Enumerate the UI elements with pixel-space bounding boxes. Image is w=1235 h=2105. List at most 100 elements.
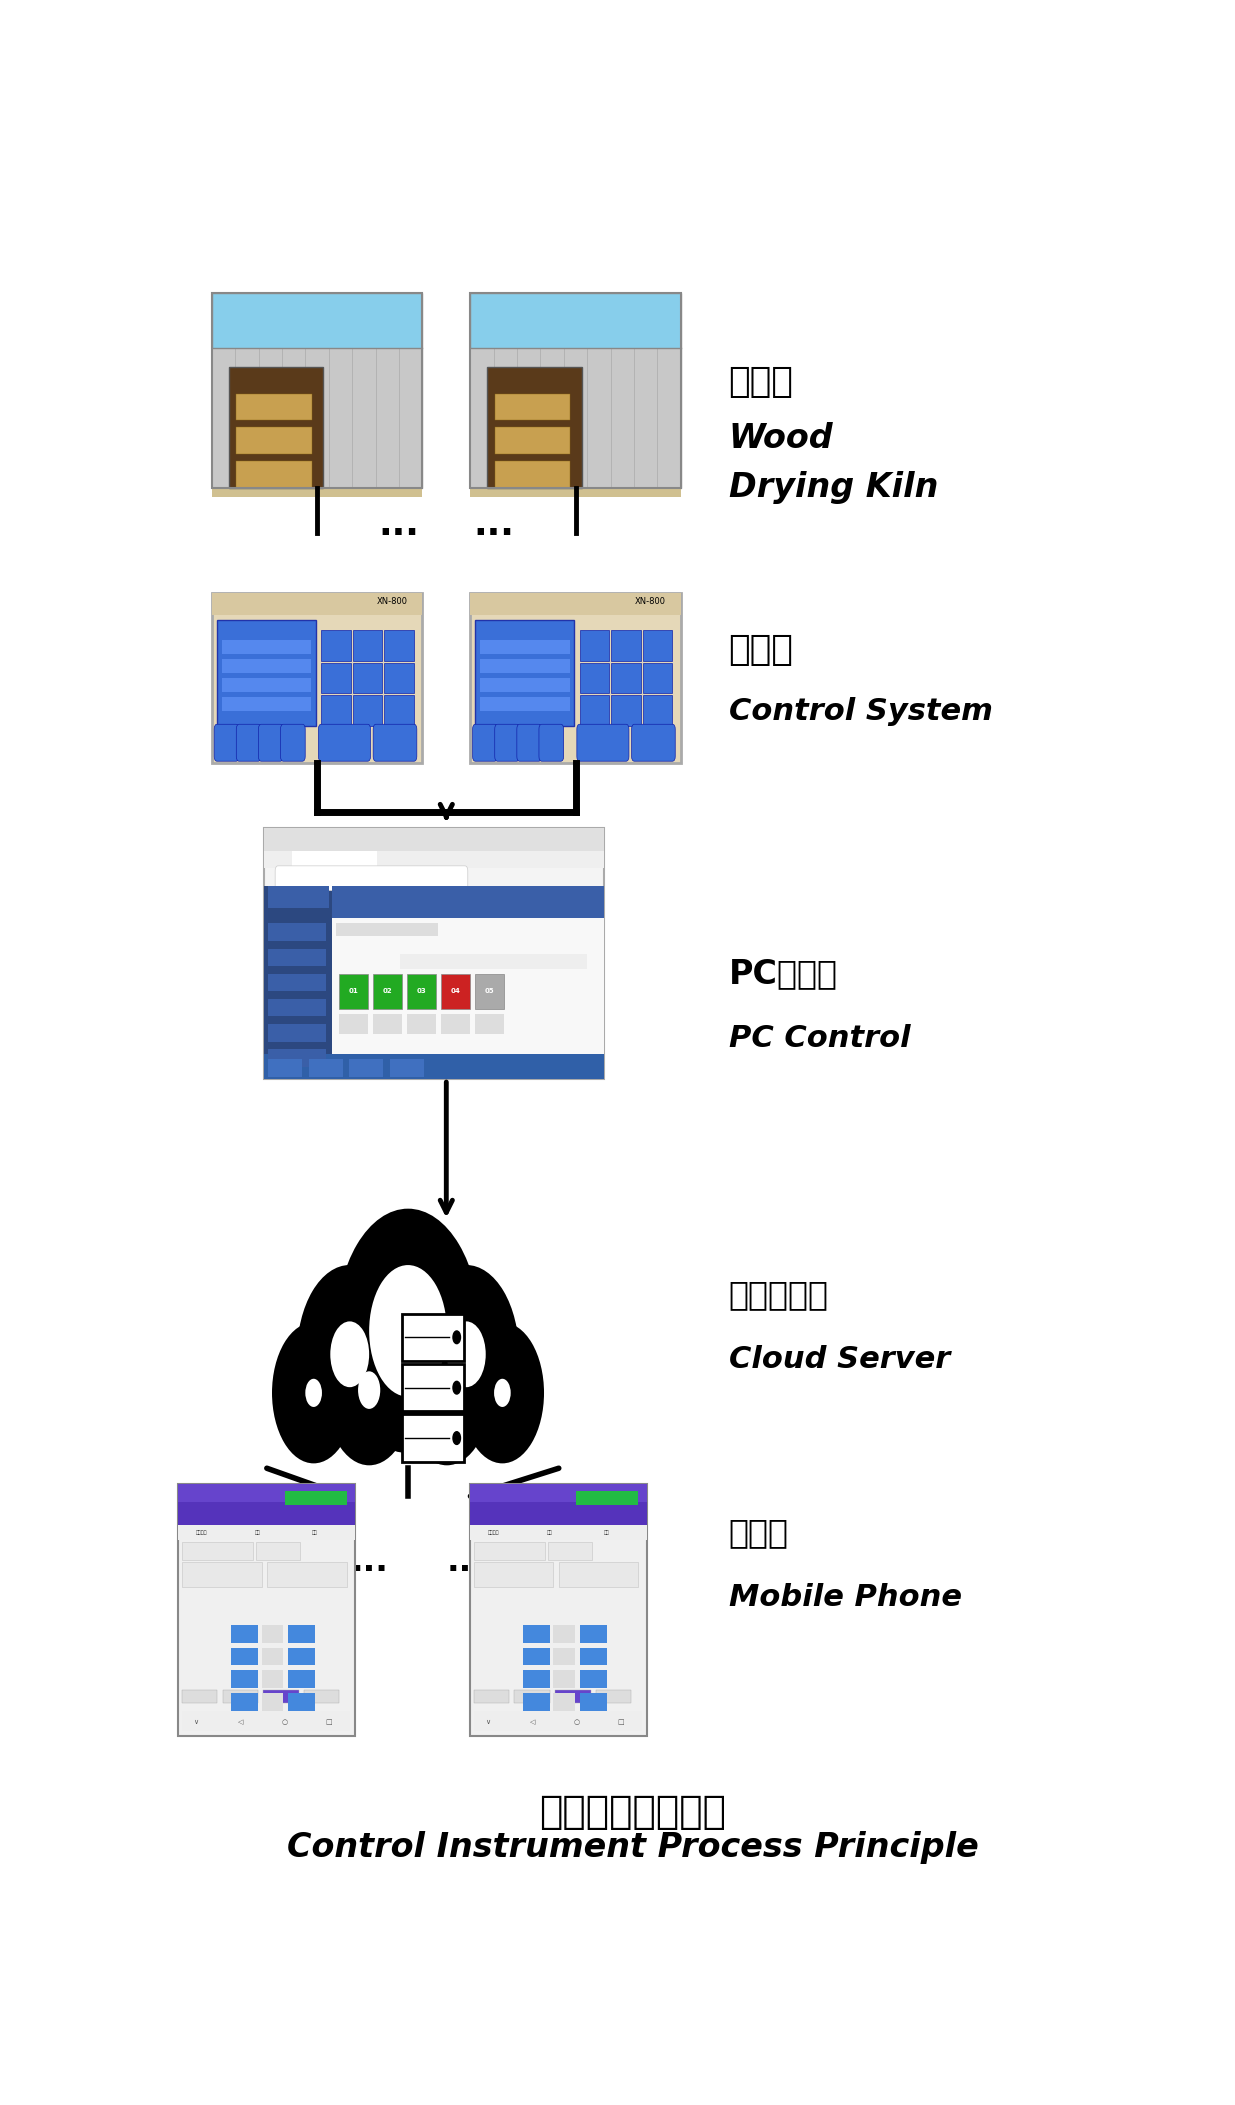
FancyBboxPatch shape xyxy=(471,594,680,764)
FancyBboxPatch shape xyxy=(480,640,569,655)
FancyBboxPatch shape xyxy=(236,724,261,762)
FancyBboxPatch shape xyxy=(264,850,604,867)
Circle shape xyxy=(336,1208,480,1452)
FancyBboxPatch shape xyxy=(178,1484,356,1503)
FancyBboxPatch shape xyxy=(182,1562,262,1587)
Circle shape xyxy=(453,1431,461,1444)
FancyBboxPatch shape xyxy=(268,924,326,941)
FancyBboxPatch shape xyxy=(643,663,672,693)
Circle shape xyxy=(494,1379,511,1406)
FancyBboxPatch shape xyxy=(471,488,680,497)
Circle shape xyxy=(296,1265,403,1444)
Circle shape xyxy=(305,1379,322,1406)
FancyBboxPatch shape xyxy=(353,695,383,726)
Circle shape xyxy=(358,1370,380,1408)
Text: 设备工况: 设备工况 xyxy=(195,1530,207,1535)
FancyBboxPatch shape xyxy=(553,1692,574,1711)
FancyBboxPatch shape xyxy=(262,1692,283,1711)
FancyBboxPatch shape xyxy=(580,1692,606,1711)
Text: ○: ○ xyxy=(282,1720,288,1724)
Text: □: □ xyxy=(618,1720,624,1724)
FancyBboxPatch shape xyxy=(408,1015,436,1034)
FancyBboxPatch shape xyxy=(643,629,672,661)
Text: 手机端: 手机端 xyxy=(729,1516,789,1549)
FancyBboxPatch shape xyxy=(288,1625,315,1642)
FancyBboxPatch shape xyxy=(212,293,422,488)
FancyBboxPatch shape xyxy=(474,1690,509,1703)
Circle shape xyxy=(414,1265,519,1444)
FancyBboxPatch shape xyxy=(319,724,370,762)
FancyBboxPatch shape xyxy=(480,697,569,711)
FancyBboxPatch shape xyxy=(262,1671,283,1688)
FancyBboxPatch shape xyxy=(401,1314,464,1362)
FancyBboxPatch shape xyxy=(384,629,414,661)
Text: Wood: Wood xyxy=(729,423,834,455)
Text: 历史: 历史 xyxy=(311,1530,317,1535)
FancyBboxPatch shape xyxy=(471,594,680,615)
FancyBboxPatch shape xyxy=(579,629,609,661)
FancyBboxPatch shape xyxy=(228,366,324,488)
FancyBboxPatch shape xyxy=(182,1543,253,1560)
FancyBboxPatch shape xyxy=(222,678,311,693)
Circle shape xyxy=(403,1316,492,1465)
Text: Cloud Server: Cloud Server xyxy=(729,1345,950,1375)
FancyBboxPatch shape xyxy=(471,347,680,488)
FancyBboxPatch shape xyxy=(178,1503,356,1524)
FancyBboxPatch shape xyxy=(262,1625,283,1642)
FancyBboxPatch shape xyxy=(350,1059,383,1078)
FancyBboxPatch shape xyxy=(553,1625,574,1642)
FancyBboxPatch shape xyxy=(474,1562,553,1587)
FancyBboxPatch shape xyxy=(580,1648,606,1665)
FancyBboxPatch shape xyxy=(268,949,326,966)
FancyBboxPatch shape xyxy=(268,1059,301,1078)
FancyBboxPatch shape xyxy=(611,629,641,661)
FancyBboxPatch shape xyxy=(212,594,422,615)
Text: ◁: ◁ xyxy=(530,1720,535,1724)
FancyBboxPatch shape xyxy=(577,1490,638,1505)
FancyBboxPatch shape xyxy=(553,1671,574,1688)
FancyBboxPatch shape xyxy=(516,724,541,762)
FancyBboxPatch shape xyxy=(580,1625,606,1642)
Circle shape xyxy=(447,1322,485,1387)
FancyBboxPatch shape xyxy=(340,975,368,1008)
FancyBboxPatch shape xyxy=(178,1484,356,1737)
FancyBboxPatch shape xyxy=(340,1015,368,1034)
Text: 04: 04 xyxy=(451,989,461,994)
FancyBboxPatch shape xyxy=(538,724,563,762)
Text: 云端服务器: 云端服务器 xyxy=(729,1278,829,1311)
Text: PC控制端: PC控制端 xyxy=(729,958,837,989)
FancyBboxPatch shape xyxy=(264,827,604,1080)
FancyBboxPatch shape xyxy=(182,1648,226,1665)
FancyBboxPatch shape xyxy=(275,865,468,890)
FancyBboxPatch shape xyxy=(401,1415,464,1461)
FancyBboxPatch shape xyxy=(474,1612,642,1625)
FancyBboxPatch shape xyxy=(262,1648,283,1665)
FancyBboxPatch shape xyxy=(577,724,629,762)
FancyBboxPatch shape xyxy=(268,886,329,909)
FancyBboxPatch shape xyxy=(264,827,604,850)
FancyBboxPatch shape xyxy=(384,695,414,726)
FancyBboxPatch shape xyxy=(182,1711,350,1730)
FancyBboxPatch shape xyxy=(611,695,641,726)
FancyBboxPatch shape xyxy=(597,1690,631,1703)
FancyBboxPatch shape xyxy=(556,1690,590,1703)
Text: 历史: 历史 xyxy=(604,1530,609,1535)
Text: 曲线: 曲线 xyxy=(547,1530,553,1535)
FancyBboxPatch shape xyxy=(373,1015,403,1034)
FancyBboxPatch shape xyxy=(288,1671,315,1688)
FancyBboxPatch shape xyxy=(263,1690,299,1703)
FancyBboxPatch shape xyxy=(264,886,332,1080)
FancyBboxPatch shape xyxy=(182,1598,350,1610)
FancyBboxPatch shape xyxy=(611,663,641,693)
FancyBboxPatch shape xyxy=(214,724,238,762)
Circle shape xyxy=(453,1381,461,1394)
FancyBboxPatch shape xyxy=(390,1059,424,1078)
FancyBboxPatch shape xyxy=(400,954,587,968)
Text: 曲线: 曲线 xyxy=(256,1530,261,1535)
FancyBboxPatch shape xyxy=(643,695,672,726)
Text: 05: 05 xyxy=(484,989,494,994)
FancyBboxPatch shape xyxy=(471,1484,647,1737)
FancyBboxPatch shape xyxy=(474,1543,545,1560)
FancyBboxPatch shape xyxy=(268,1023,326,1042)
FancyBboxPatch shape xyxy=(182,1671,226,1688)
